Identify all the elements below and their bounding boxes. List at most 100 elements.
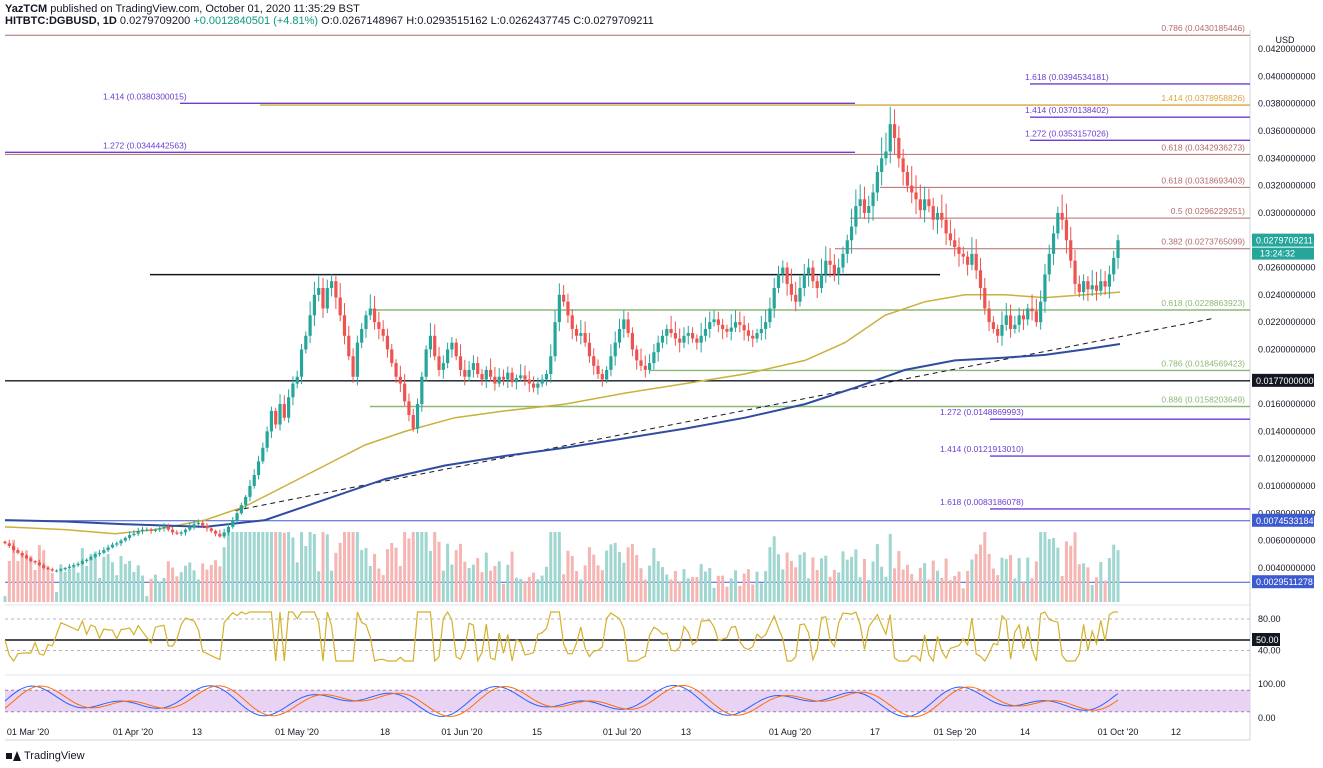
candle-body bbox=[428, 335, 433, 350]
candle-body bbox=[85, 559, 89, 562]
candle-body bbox=[218, 533, 222, 537]
y-tick-label: 0.0400000000 bbox=[1258, 71, 1316, 81]
candle-body bbox=[557, 294, 561, 323]
volume-bar bbox=[974, 554, 978, 602]
volume-bar bbox=[523, 581, 527, 602]
candle-body bbox=[394, 363, 398, 377]
candle-body bbox=[970, 253, 974, 265]
candle-body bbox=[690, 333, 695, 339]
volume-bar bbox=[1095, 577, 1099, 602]
volume-bar bbox=[12, 539, 16, 602]
volume-bar bbox=[953, 575, 957, 602]
y-tick-label: 0.0080000000 bbox=[1258, 508, 1316, 518]
trendline bbox=[234, 317, 1216, 512]
volume-bar bbox=[734, 570, 738, 602]
volume-bar bbox=[785, 552, 789, 602]
volume-bar bbox=[471, 564, 475, 602]
candle-body bbox=[1090, 285, 1094, 290]
volume-bar bbox=[1069, 545, 1073, 602]
candle-body bbox=[978, 270, 983, 289]
stoch-level-label: 0.00 bbox=[1258, 713, 1276, 723]
volume-bar bbox=[136, 565, 140, 602]
volume-bar bbox=[884, 576, 888, 602]
volume-bar bbox=[1026, 557, 1030, 602]
fib-level-label: 1.414 (0.0121913010) bbox=[940, 444, 1024, 454]
candle-body bbox=[437, 356, 441, 370]
x-tick-label: 14 bbox=[1020, 727, 1030, 737]
candle-body bbox=[910, 185, 914, 193]
tradingview-icon bbox=[6, 751, 21, 761]
volume-bar bbox=[729, 578, 733, 602]
candle-body bbox=[29, 558, 33, 562]
volume-bar bbox=[214, 560, 218, 602]
candle-body bbox=[274, 410, 278, 425]
candle-body bbox=[364, 315, 368, 329]
volume-bar bbox=[274, 532, 278, 602]
volume-bar bbox=[497, 561, 501, 602]
candle-body bbox=[1064, 219, 1069, 241]
volume-bar bbox=[205, 569, 209, 602]
volume-bar bbox=[996, 575, 1000, 602]
candle-body bbox=[467, 369, 471, 377]
high-value: H:0.0293515162 bbox=[406, 15, 488, 27]
volume-bar bbox=[764, 571, 768, 602]
volume-bar bbox=[287, 532, 291, 602]
fib-level-label: 1.414 (0.0370138402) bbox=[1025, 105, 1109, 115]
price-tag bbox=[1252, 513, 1314, 527]
candle-body bbox=[162, 526, 166, 529]
candle-body bbox=[819, 274, 824, 289]
candle-body bbox=[1051, 233, 1056, 254]
volume-bar bbox=[454, 550, 458, 602]
candle-body bbox=[1094, 285, 1099, 291]
volume-bar bbox=[1064, 541, 1068, 602]
candle-body bbox=[16, 550, 20, 553]
x-tick-label: 01 Aug '20 bbox=[769, 727, 811, 737]
candle-body bbox=[673, 333, 677, 339]
volume-bar bbox=[893, 568, 897, 602]
volume-bar bbox=[385, 549, 389, 602]
candle-body bbox=[158, 528, 162, 530]
volume-bar bbox=[596, 565, 600, 602]
candle-body bbox=[1069, 240, 1073, 261]
candle-body bbox=[368, 308, 372, 316]
volume-bar bbox=[308, 532, 312, 602]
volume-bar bbox=[33, 570, 37, 602]
symbol-info: HITBTC:DGBUSD, 1D 0.0279709200 +0.001284… bbox=[5, 15, 654, 27]
candle-body bbox=[497, 376, 501, 384]
volume-bar bbox=[669, 579, 673, 602]
candle-body bbox=[1017, 315, 1021, 325]
candle-body bbox=[721, 324, 725, 329]
volume-bar bbox=[575, 571, 579, 602]
candle-body bbox=[63, 567, 67, 570]
candle-body bbox=[660, 335, 665, 343]
candle-body bbox=[579, 333, 583, 336]
volume-bar bbox=[338, 542, 342, 602]
volume-bar bbox=[162, 577, 166, 602]
volume-bar bbox=[557, 532, 561, 602]
volume-bar bbox=[824, 555, 828, 602]
volume-bar bbox=[1000, 557, 1004, 602]
volume-bar bbox=[772, 536, 776, 602]
volume-bar bbox=[403, 532, 407, 602]
volume-bar bbox=[158, 581, 162, 602]
candle-body bbox=[867, 206, 871, 213]
candle-body bbox=[407, 401, 411, 415]
volume-bar bbox=[89, 553, 93, 602]
candle-body bbox=[312, 294, 317, 316]
volume-bar bbox=[1021, 582, 1025, 602]
candle-body bbox=[488, 369, 493, 377]
volume-bar bbox=[635, 555, 639, 602]
y-tick-label: 0.0380000000 bbox=[1258, 99, 1316, 109]
volume-bar bbox=[682, 569, 686, 602]
volume-bar bbox=[63, 571, 67, 602]
fib-level-label: 0.618 (0.0228863923) bbox=[1161, 298, 1245, 308]
volume-bar bbox=[360, 550, 364, 602]
volume-bar bbox=[278, 532, 282, 602]
candle-body bbox=[940, 212, 944, 220]
candle-body bbox=[24, 555, 29, 559]
volume-bar bbox=[665, 574, 669, 602]
volume-bar bbox=[351, 532, 355, 602]
volume-bar bbox=[330, 570, 334, 602]
candle-body bbox=[398, 376, 402, 384]
